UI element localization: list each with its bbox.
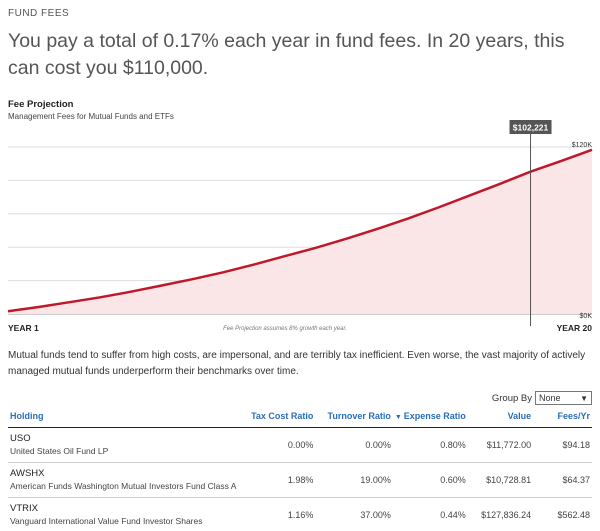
fee-projection-chart: $102,221 $120K $0K YEAR 1 YEAR 20 Fee Pr… [7,120,593,333]
tax-cost-ratio-cell: 0.00% [241,427,316,463]
holding-cell: USO United States Oil Fund LP [8,427,242,463]
turnover-ratio-cell: 0.00% [315,427,393,463]
value-cell: $10,728.81 [467,462,534,498]
col-header-expense-ratio-label: Expense Ratio [403,411,466,422]
fees-yr-cell: $94.18 [533,427,592,463]
table-header-row: Holding Tax Cost Ratio Turnover Ratio ▼ E… [8,406,592,428]
description-text: Mutual funds tend to suffer from high co… [8,350,586,377]
chart-title: Fee Projection [8,99,74,110]
y-min-label: $0K [580,313,593,320]
x-end-label: YEAR 20 [557,323,593,333]
ticker-symbol[interactable]: VTRIX [10,502,38,514]
holding-cell: AWSHX American Funds Washington Mutual I… [8,462,242,498]
expense-ratio-cell: 0.60% [392,462,468,498]
group-by-select[interactable]: None ▼ [535,391,592,405]
fee-line [7,148,593,313]
group-by-value: None [539,393,561,403]
ticker-symbol[interactable]: AWSHX [10,467,45,479]
tooltip-value: $102,221 [513,123,549,133]
fee-headline: You pay a total of 0.17% each year in fu… [8,30,565,79]
expense-ratio-cell: 0.80% [392,427,468,463]
sort-desc-icon: ▼ [394,414,402,422]
y-max-label: $120K [572,142,593,149]
x-start-label: YEAR 1 [8,323,39,333]
col-header-tax-cost-ratio[interactable]: Tax Cost Ratio [241,406,316,428]
tax-cost-ratio-cell: 1.98% [241,462,316,498]
fee-area-fill [8,149,592,314]
table-row[interactable]: VTRIX Vanguard International Value Fund … [8,497,592,531]
value-cell: $11,772.00 [467,427,534,463]
holdings-table: Holding Tax Cost Ratio Turnover Ratio ▼ E… [8,406,592,531]
col-header-fees-yr[interactable]: Fees/Yr [533,406,592,428]
expense-ratio-cell: 0.44% [392,497,468,531]
ticker-symbol[interactable]: USO [10,432,31,444]
section-label: FUND FEES [8,8,70,19]
fees-yr-cell: $562.48 [533,497,592,531]
chart-subtitle: Management Fees for Mutual Funds and ETF… [8,112,174,121]
value-tooltip: $102,221 [509,120,552,134]
group-by-control: Group By None ▼ [492,391,592,405]
chevron-down-icon: ▼ [580,393,588,403]
tax-cost-ratio-cell: 1.16% [241,497,316,531]
fund-name: United States Oil Fund LP [10,445,109,456]
tooltip-background [509,120,552,134]
holding-cell: VTRIX Vanguard International Value Fund … [8,497,242,531]
col-header-holding[interactable]: Holding [8,406,242,428]
turnover-ratio-cell: 19.00% [315,462,393,498]
group-by-label: Group By [491,392,532,404]
fees-yr-cell: $64.37 [533,462,592,498]
col-header-expense-ratio[interactable]: ▼ Expense Ratio [392,406,468,428]
value-cell: $127,836.24 [467,497,534,531]
fund-name: Vanguard International Value Fund Invest… [10,515,203,526]
col-header-turnover-ratio[interactable]: Turnover Ratio [315,406,393,428]
table-row[interactable]: USO United States Oil Fund LP 0.00% 0.00… [8,427,592,463]
col-header-value[interactable]: Value [467,406,534,428]
chart-note: Fee Projection assumes 8% growth each ye… [223,326,347,332]
table-row[interactable]: AWSHX American Funds Washington Mutual I… [8,462,592,498]
fund-name: American Funds Washington Mutual Investo… [10,480,237,491]
turnover-ratio-cell: 37.00% [315,497,393,531]
